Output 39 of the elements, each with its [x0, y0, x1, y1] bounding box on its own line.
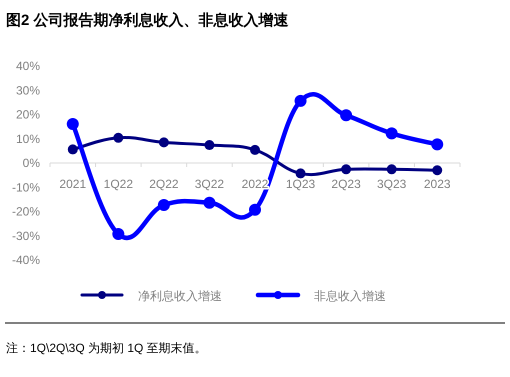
- point: [432, 165, 442, 176]
- y-tick-label: -40%: [12, 253, 40, 267]
- x-tick-label: 3Q22: [194, 177, 224, 191]
- point: [294, 94, 307, 107]
- legend-label: 非息收入增速: [314, 289, 386, 303]
- x-tick-label: 2Q22: [149, 177, 179, 191]
- x-tick-label: 1Q23: [286, 177, 316, 191]
- point: [431, 138, 444, 150]
- text: 注：1Q\2Q\3Q 为期初 1Q 至期末值。: [6, 341, 207, 355]
- point: [68, 144, 78, 154]
- point: [296, 168, 306, 178]
- x-tick-label: 2021: [59, 177, 86, 191]
- point: [341, 164, 352, 174]
- y-tick-label: 30%: [16, 83, 40, 98]
- point: [112, 228, 124, 240]
- legend-label: 净利息收入增速: [138, 289, 222, 303]
- point: [249, 204, 261, 216]
- y-tick-label: 40%: [16, 59, 40, 73]
- y-tick-label: 0%: [22, 156, 40, 170]
- x-tick-label: 1Q22: [104, 177, 134, 191]
- point: [204, 140, 214, 150]
- point: [386, 127, 398, 140]
- y-tick-label: 10%: [16, 132, 40, 146]
- x-tick-label: 2023: [424, 177, 451, 191]
- point: [158, 137, 169, 148]
- point: [66, 118, 79, 130]
- x-tick-label: 2Q23: [331, 177, 362, 191]
- y-tick-label: -10%: [12, 180, 40, 194]
- y-tick-label: 20%: [16, 108, 40, 122]
- point: [158, 198, 170, 211]
- point: [250, 144, 260, 155]
- point: [203, 196, 216, 209]
- point: [113, 132, 124, 143]
- point: [386, 164, 397, 174]
- chart-title: 图2 公司报告期净利息收入、非息收入增速: [6, 12, 290, 29]
- point: [340, 109, 352, 122]
- y-tick-label: -20%: [12, 204, 40, 218]
- y-tick-label: -30%: [12, 228, 40, 243]
- x-tick-label: 3Q23: [376, 177, 407, 191]
